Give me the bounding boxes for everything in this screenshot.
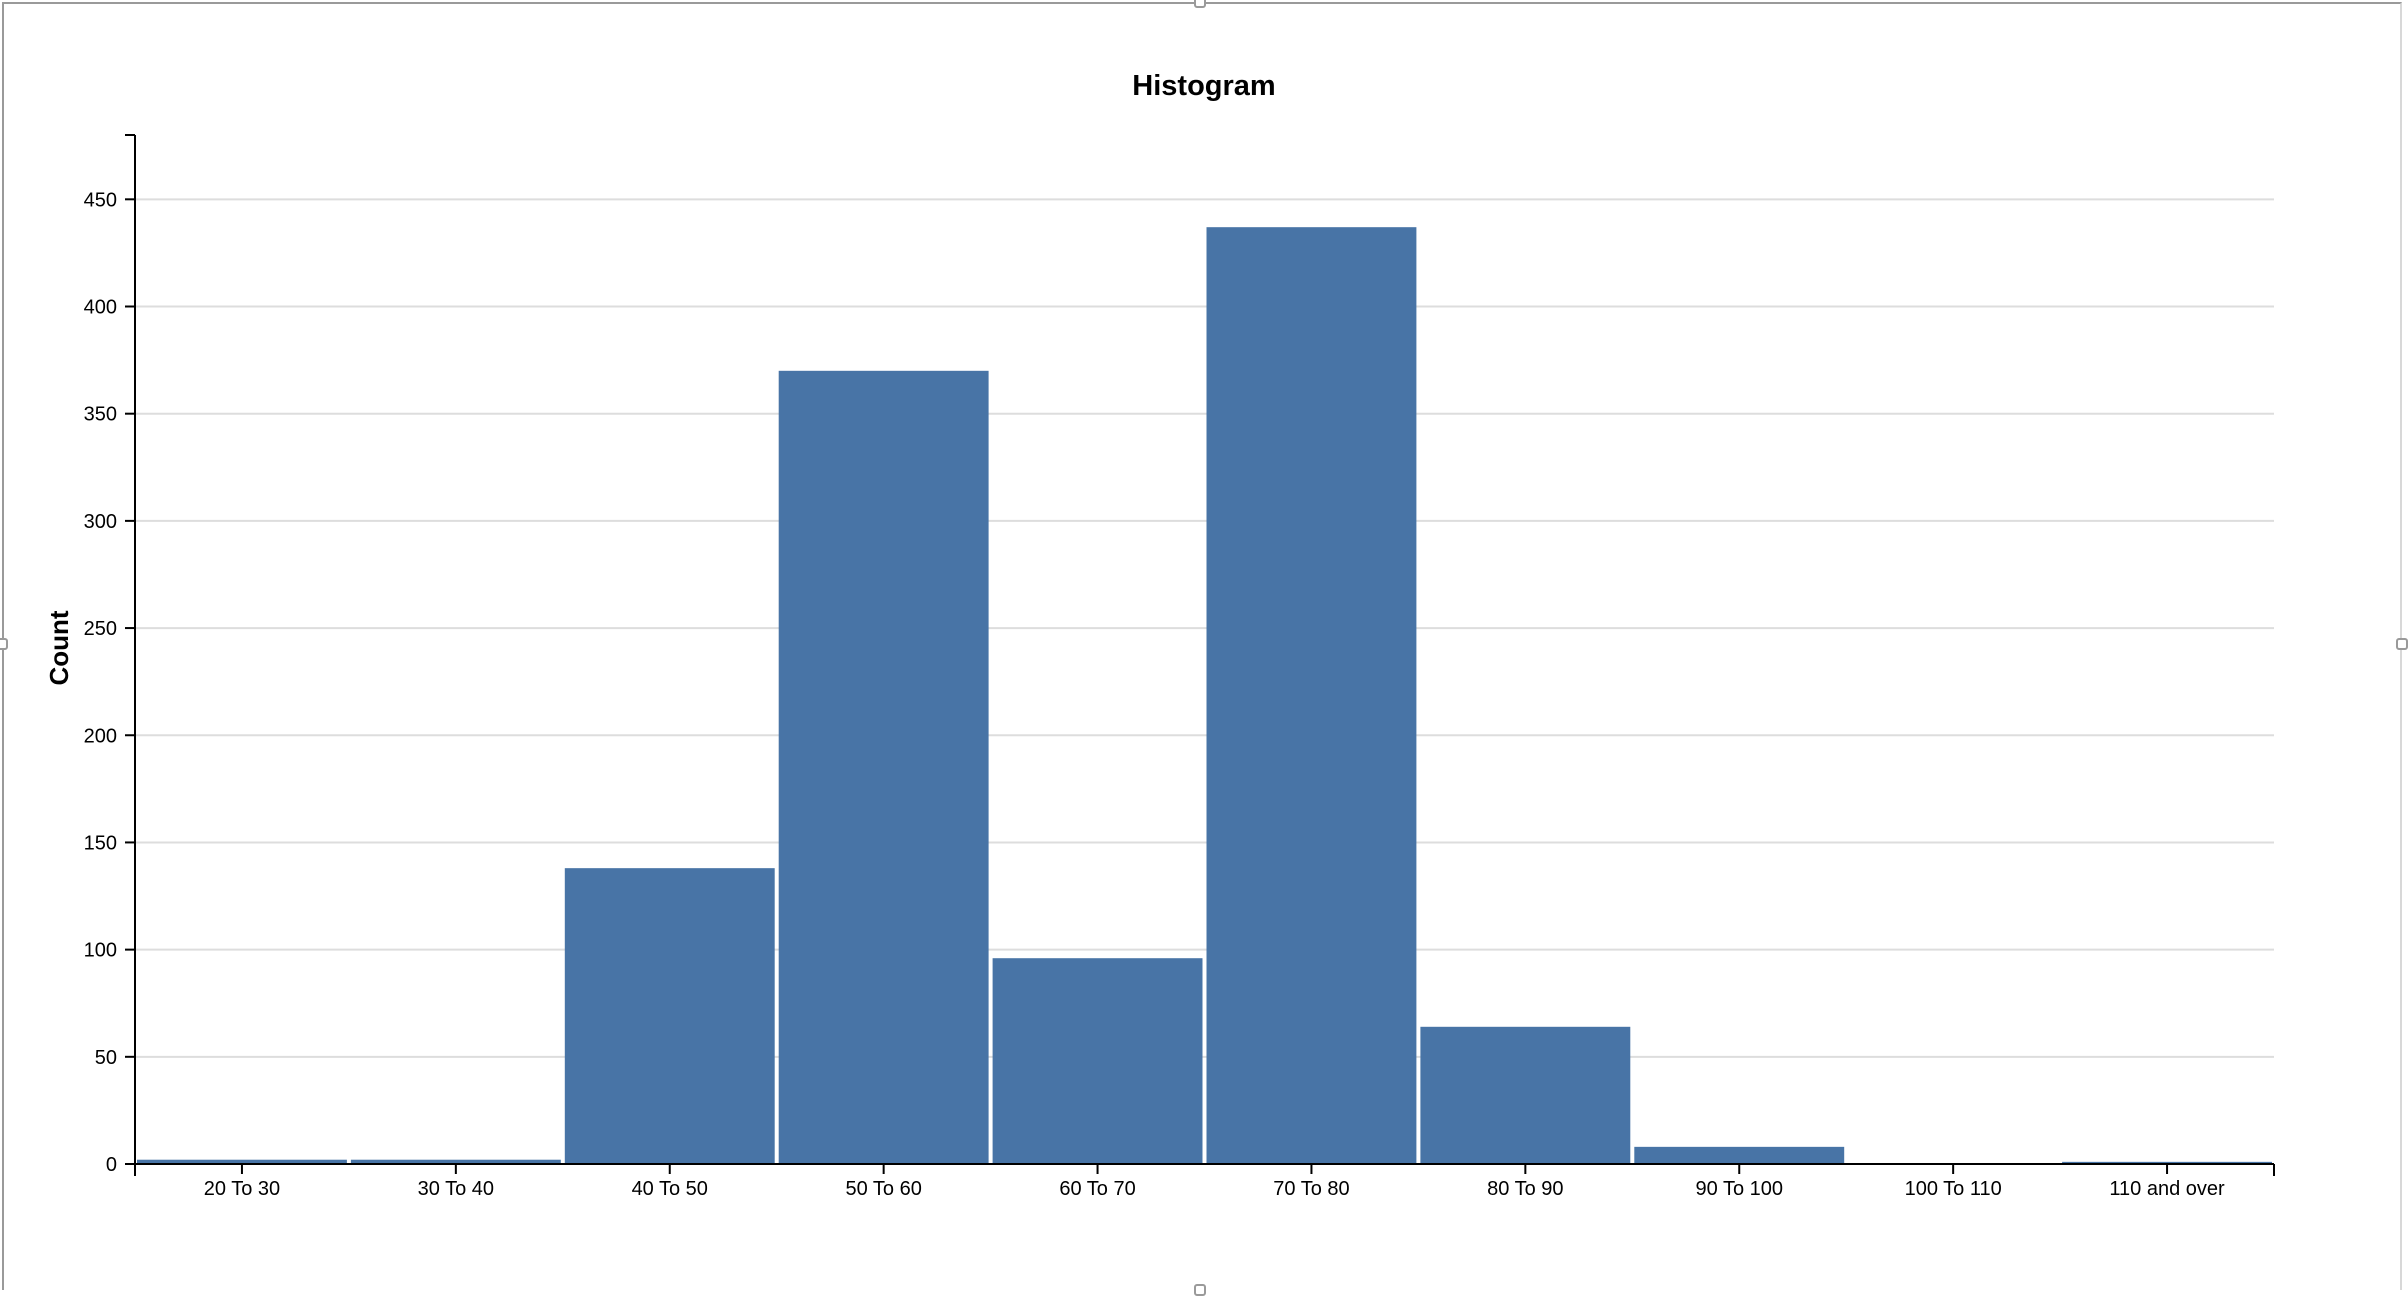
histogram-bar [992,958,1203,1164]
histogram-bar [137,1159,347,1164]
x-tick-label: 80 To 90 [1487,1178,1563,1200]
bars [137,227,2272,1164]
chart-title: Histogram [1132,70,1275,102]
x-tick-label: 50 To 60 [845,1178,921,1200]
axes: 0 50 100 150 200 250 300 350 400 450 20 To 30 30 To… [84,134,2275,1200]
resize-handle-top[interactable] [1194,0,1206,8]
x-tick-label: 20 To 30 [204,1178,280,1200]
y-tick-label: 150 [84,832,117,854]
y-tick-label: 100 [84,940,117,962]
x-tick-label: 110 and over [2109,1178,2225,1200]
y-tick-label: 300 [84,511,117,533]
histogram-bar [1206,227,1417,1164]
histogram-bar [1634,1146,1845,1164]
y-tick-label: 350 [84,404,117,426]
grid-lines [135,198,2274,1058]
y-tick-label: 200 [84,725,117,747]
y-tick-label: 50 [95,1047,117,1069]
x-tick-label: 40 To 50 [632,1178,708,1200]
y-tick-label: 0 [106,1154,117,1176]
y-tick-label: 250 [84,618,117,640]
histogram-bar [2062,1161,2272,1164]
y-axis-title: Count [44,610,74,685]
x-tick-label: 100 To 110 [1905,1178,2002,1200]
x-tick-label: 60 To 70 [1059,1178,1135,1200]
resize-handle-right[interactable] [2396,638,2408,650]
histogram-bar [778,370,989,1164]
x-tick-label: 70 To 80 [1273,1178,1349,1200]
histogram-bar [350,1159,561,1164]
y-tick-label: 450 [84,189,117,211]
histogram-bar [1420,1026,1631,1164]
y-tick-label: 400 [84,297,117,319]
x-tick-label: 30 To 40 [418,1178,494,1200]
resize-handle-left[interactable] [0,638,8,650]
x-tick-label: 90 To 100 [1696,1178,1784,1200]
histogram-bar [564,868,775,1164]
